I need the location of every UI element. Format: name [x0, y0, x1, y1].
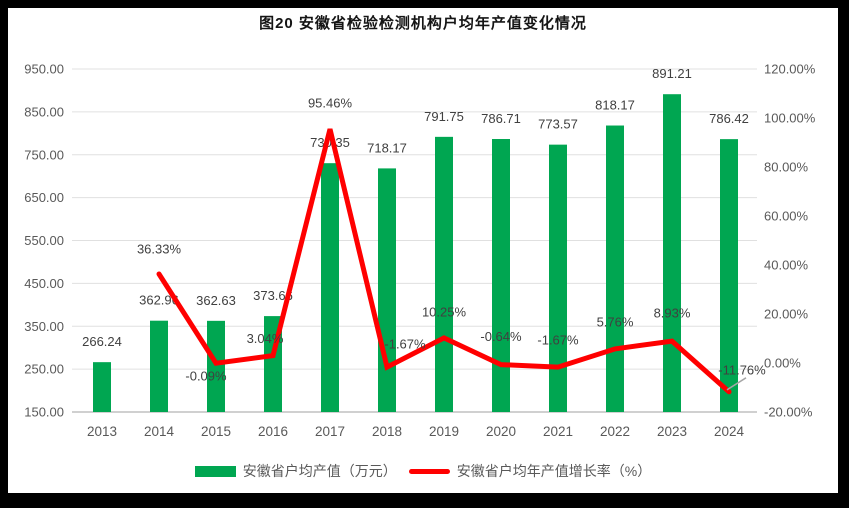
left-axis-tick-label: 350.00	[24, 319, 64, 334]
bar-value-label: 362.63	[196, 293, 236, 308]
right-axis-tick-label: 80.00%	[764, 160, 809, 175]
x-axis-category-label: 2018	[372, 424, 402, 439]
right-axis-tick-label: -20.00%	[764, 405, 813, 420]
chart-legend: 安徽省户均产值（万元） 安徽省户均年产值增长率（%）	[8, 460, 838, 482]
right-axis-tick-label: 60.00%	[764, 209, 809, 224]
x-axis-category-label: 2022	[600, 424, 630, 439]
right-axis-tick-label: 100.00%	[764, 111, 816, 126]
line-value-label: 36.33%	[137, 241, 182, 256]
bar-series-swatch	[194, 465, 236, 477]
chart-title: 图20 安徽省检验检测机构户均年产值变化情况	[259, 15, 587, 32]
x-axis-category-label: 2024	[714, 424, 745, 439]
line-value-label: 10.25%	[422, 304, 467, 319]
bar-value-label: 362.96	[139, 293, 179, 308]
line-value-label: -0.64%	[480, 329, 522, 344]
line-value-label: 95.46%	[308, 96, 353, 111]
bar-value-label: 718.17	[367, 140, 407, 155]
x-axis-category-label: 2013	[87, 424, 117, 439]
right-axis-tick-label: 20.00%	[764, 307, 809, 322]
left-axis-tick-label: 550.00	[24, 233, 64, 248]
line-value-label: -1.67%	[384, 337, 426, 352]
line-series-swatch	[408, 468, 450, 474]
bar-value-label: 373.66	[253, 288, 293, 303]
right-axis-tick-label: 40.00%	[764, 258, 809, 273]
bar	[207, 320, 225, 412]
right-axis-tick-label: 120.00%	[764, 62, 816, 77]
line-value-label: -1.67%	[537, 333, 579, 348]
bar-value-label: 818.17	[595, 98, 635, 113]
line-value-label: 5.76%	[597, 314, 634, 329]
growth-rate-line	[156, 128, 732, 395]
left-axis-tick-label: 450.00	[24, 276, 64, 291]
bar-value-label: 786.71	[481, 111, 521, 126]
line-value-label: 8.93%	[654, 306, 691, 321]
x-axis-category-label: 2014	[144, 424, 175, 439]
legend-item-bar: 安徽省户均产值（万元）	[194, 461, 397, 481]
bar	[720, 139, 738, 412]
line-value-label: 3.04%	[247, 331, 284, 346]
bar-value-label: 266.24	[82, 334, 122, 349]
x-axis-category-label: 2019	[429, 424, 459, 439]
x-axis-category-label: 2017	[315, 424, 345, 439]
legend-item-line: 安徽省户均年产值增长率（%）	[408, 461, 652, 481]
x-axis-category-label: 2016	[258, 424, 288, 439]
line-series-label: 安徽省户均年产值增长率（%）	[456, 463, 652, 479]
bar	[549, 144, 567, 413]
left-axis-tick-label: 750.00	[24, 147, 64, 162]
right-axis-tick-label: 0.00%	[764, 356, 801, 371]
bar	[606, 125, 624, 413]
x-axis-category-label: 2015	[201, 424, 231, 439]
bar	[435, 136, 453, 413]
bar-value-label: 891.21	[652, 66, 692, 81]
left-axis-tick-label: 950.00	[24, 62, 64, 77]
bar-value-label: 791.75	[424, 109, 464, 124]
bar	[492, 139, 510, 412]
bar	[93, 362, 111, 412]
bar-value-label: 773.57	[538, 117, 578, 132]
left-axis-tick-label: 250.00	[24, 362, 64, 377]
bar-series-label: 安徽省户均产值（万元）	[242, 463, 397, 479]
leader-line	[726, 377, 747, 391]
left-axis-tick-label: 650.00	[24, 190, 64, 205]
bar	[663, 94, 681, 413]
bar	[321, 163, 339, 412]
bar-value-label: 730.35	[310, 135, 350, 150]
left-axis-tick-label: 150.00	[24, 405, 64, 420]
bar-value-label: 786.42	[709, 111, 749, 126]
line-value-label: -11.76%	[718, 362, 766, 377]
x-axis-category-label: 2020	[486, 424, 516, 439]
left-axis-tick-label: 850.00	[24, 104, 64, 119]
x-axis-category-label: 2021	[543, 424, 573, 439]
line-value-label: -0.09%	[185, 369, 227, 384]
bar	[378, 168, 396, 412]
x-axis-category-label: 2023	[657, 424, 687, 439]
bar	[150, 320, 168, 412]
